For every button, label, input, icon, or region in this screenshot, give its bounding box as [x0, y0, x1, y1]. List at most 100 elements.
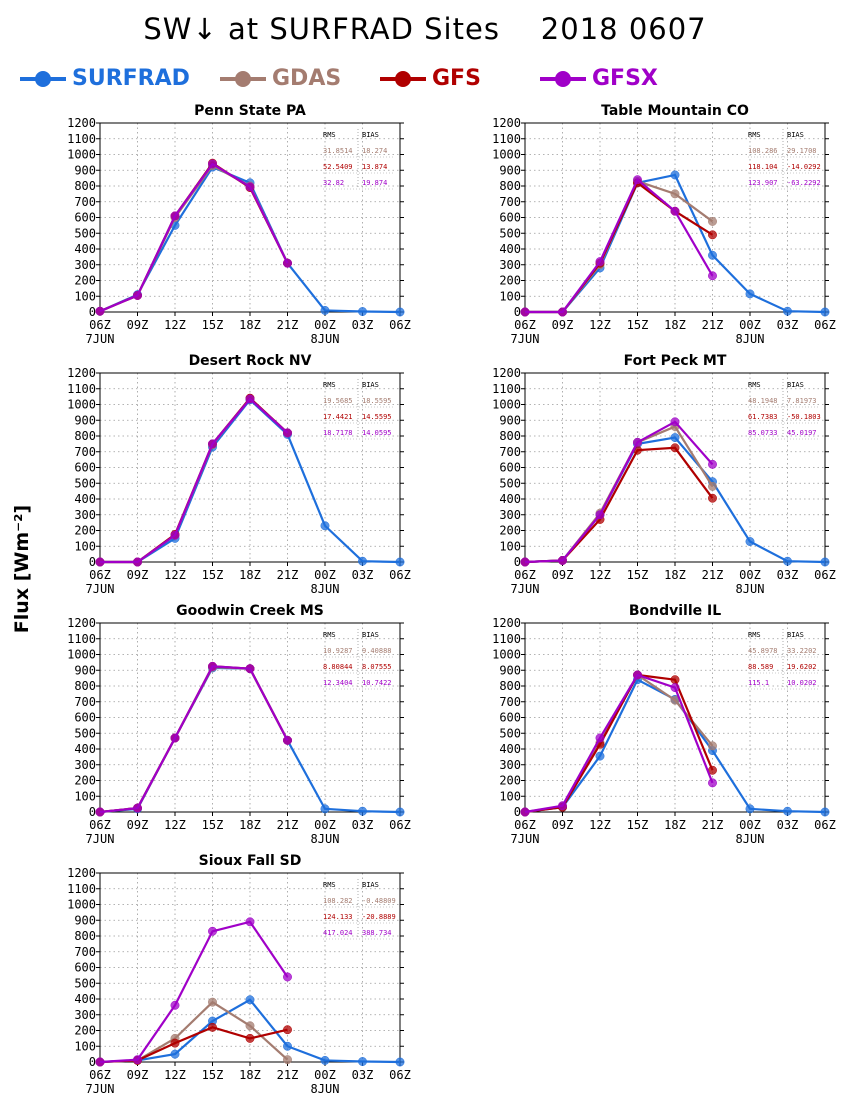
x-tick-label: 12Z	[164, 568, 186, 582]
y-tick-label: 900	[74, 913, 96, 927]
x-tick-label: 21Z	[277, 1068, 299, 1082]
x-tick-label: 03Z	[777, 818, 799, 832]
x-tick-label: 12Z	[589, 818, 611, 832]
stats-rms-value: 115.1	[748, 679, 769, 687]
y-tick-label: 400	[499, 242, 521, 256]
stats-bias-value: 10.0202	[787, 679, 817, 687]
stats-bias-value: 8.07555	[362, 663, 392, 671]
x-tick-label: 12Z	[589, 568, 611, 582]
x-tick-label: 03Z	[352, 818, 374, 832]
y-tick-label: 200	[74, 774, 96, 788]
y-tick-label: 1100	[67, 632, 96, 646]
data-point-surfrad	[745, 289, 755, 299]
data-point-gfsx	[520, 557, 530, 567]
y-tick-label: 0	[89, 305, 96, 319]
data-point-surfrad	[283, 1041, 292, 1051]
data-point-gfsx	[170, 211, 180, 221]
x-tick-label: 06Z	[514, 318, 536, 332]
chart-panel: Table Mountain CO01002003004005006007008…	[492, 103, 836, 346]
data-point-surfrad	[820, 807, 830, 817]
stats-rms-value: 17.4421	[323, 413, 353, 421]
data-point-surfrad	[670, 170, 680, 180]
y-tick-label: 600	[74, 711, 96, 725]
data-point-gfsx	[558, 801, 567, 811]
y-tick-label: 400	[74, 242, 96, 256]
series-line-gfsx	[524, 420, 714, 564]
x-tick-label: 18Z	[664, 318, 686, 332]
data-point-surfrad	[395, 307, 405, 317]
y-tick-label: 500	[74, 726, 96, 740]
x-tick-label: 06Z	[514, 568, 536, 582]
data-point-gfsx	[708, 271, 717, 281]
x-tick-label: 06Z	[89, 318, 111, 332]
data-point-gfs	[283, 1025, 292, 1035]
stats-rms-value: 52.5409	[323, 163, 353, 171]
data-point-gfsx	[283, 972, 292, 982]
y-tick-label: 1200	[67, 116, 96, 130]
data-point-gfsx	[670, 417, 680, 427]
y-tick-label: 900	[499, 163, 521, 177]
x-tick-sublabel: 7JUN	[511, 582, 540, 596]
data-point-gdas	[283, 1055, 292, 1065]
y-tick-label: 300	[74, 1008, 96, 1022]
y-tick-label: 1100	[492, 382, 521, 396]
x-tick-label: 09Z	[552, 818, 574, 832]
y-tick-label: 800	[74, 929, 96, 943]
y-tick-label: 100	[499, 539, 521, 553]
stats-rms-value: 123.907	[748, 179, 778, 187]
stats-rms-value: 19.5685	[323, 397, 353, 405]
x-tick-label: 00Z	[314, 818, 336, 832]
data-point-surfrad	[783, 806, 792, 816]
y-tick-label: 1000	[492, 398, 521, 412]
data-point-gdas	[708, 741, 717, 751]
data-point-surfrad	[745, 537, 755, 546]
x-tick-label: 15Z	[627, 568, 649, 582]
stats-rms-value: 124.133	[323, 913, 353, 921]
data-point-gfsx	[133, 291, 142, 300]
data-point-gfsx	[633, 670, 642, 680]
data-point-gfsx	[245, 394, 255, 404]
series-line-gfsx	[100, 397, 289, 564]
data-point-gfsx	[245, 182, 255, 192]
legend-label: SURFRAD	[72, 66, 190, 91]
y-tick-label: 100	[499, 789, 521, 803]
x-tick-label: 21Z	[277, 818, 299, 832]
y-tick-label: 300	[74, 758, 96, 772]
stats-bias-value: -63.2292	[787, 179, 821, 187]
data-point-gfs	[170, 1038, 180, 1048]
y-tick-label: 300	[499, 258, 521, 272]
y-tick-label: 500	[499, 476, 521, 490]
data-point-surfrad	[320, 305, 330, 315]
y-tick-label: 800	[74, 429, 96, 443]
x-tick-sublabel: 8JUN	[736, 832, 765, 846]
data-point-surfrad	[358, 806, 367, 816]
x-tick-label: 00Z	[314, 318, 336, 332]
x-tick-label: 21Z	[277, 318, 299, 332]
x-tick-label: 15Z	[202, 568, 224, 582]
y-tick-label: 800	[499, 679, 521, 693]
stats-header-bias: BIAS	[787, 631, 804, 639]
panel-title: Bondville IL	[629, 603, 721, 619]
x-tick-label: 03Z	[777, 318, 799, 332]
data-point-surfrad	[783, 556, 792, 566]
data-point-gfsx	[133, 1055, 142, 1065]
x-tick-sublabel: 8JUN	[311, 582, 340, 596]
series-line-gdas	[525, 179, 714, 314]
x-tick-label: 06Z	[89, 818, 111, 832]
stats-bias-value: 19.874	[362, 179, 387, 187]
stats-bias-value: 7.81973	[787, 397, 817, 405]
x-tick-label: 18Z	[239, 818, 261, 832]
data-point-gdas	[245, 1021, 255, 1031]
stats-bias-value: 13.874	[362, 163, 387, 171]
stats-rms-value: 417.024	[323, 929, 353, 937]
y-tick-label: 1000	[67, 398, 96, 412]
x-tick-label: 09Z	[552, 568, 574, 582]
data-point-surfrad	[170, 1049, 180, 1059]
series-line-gfsx	[525, 177, 714, 314]
y-tick-label: 100	[74, 789, 96, 803]
stats-header-rms: RMS	[323, 881, 336, 889]
x-tick-label: 21Z	[702, 318, 724, 332]
x-tick-sublabel: 7JUN	[86, 832, 115, 846]
data-point-surfrad	[395, 1057, 405, 1067]
stats-header-rms: RMS	[323, 381, 336, 389]
